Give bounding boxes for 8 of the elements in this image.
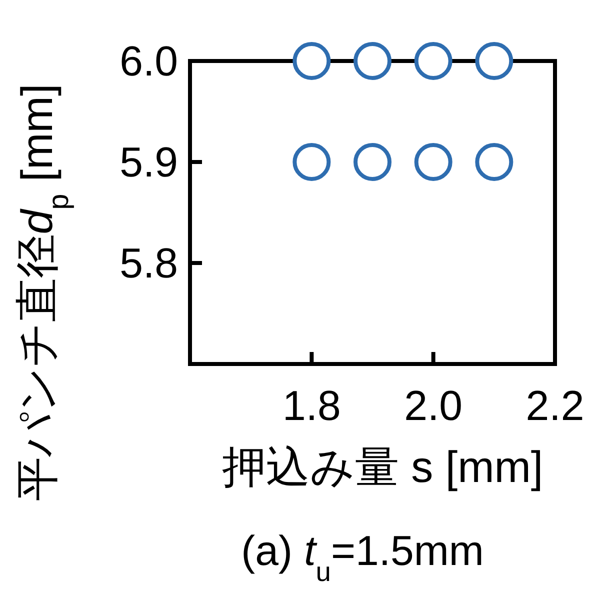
y-tick-label: 5.9 <box>120 138 178 186</box>
x-tick-label: 1.8 <box>282 382 341 429</box>
y-tick-label: 5.8 <box>120 240 178 287</box>
x-axis-title: 押込み量 s [mm] <box>222 443 544 492</box>
x-tick-label: 2.2 <box>526 382 584 429</box>
text: (a) t$_{u}$=1.5mm <box>241 527 484 586</box>
y-tick-label: 6.0 <box>120 38 178 85</box>
x-tick-label: 2.0 <box>404 382 463 429</box>
